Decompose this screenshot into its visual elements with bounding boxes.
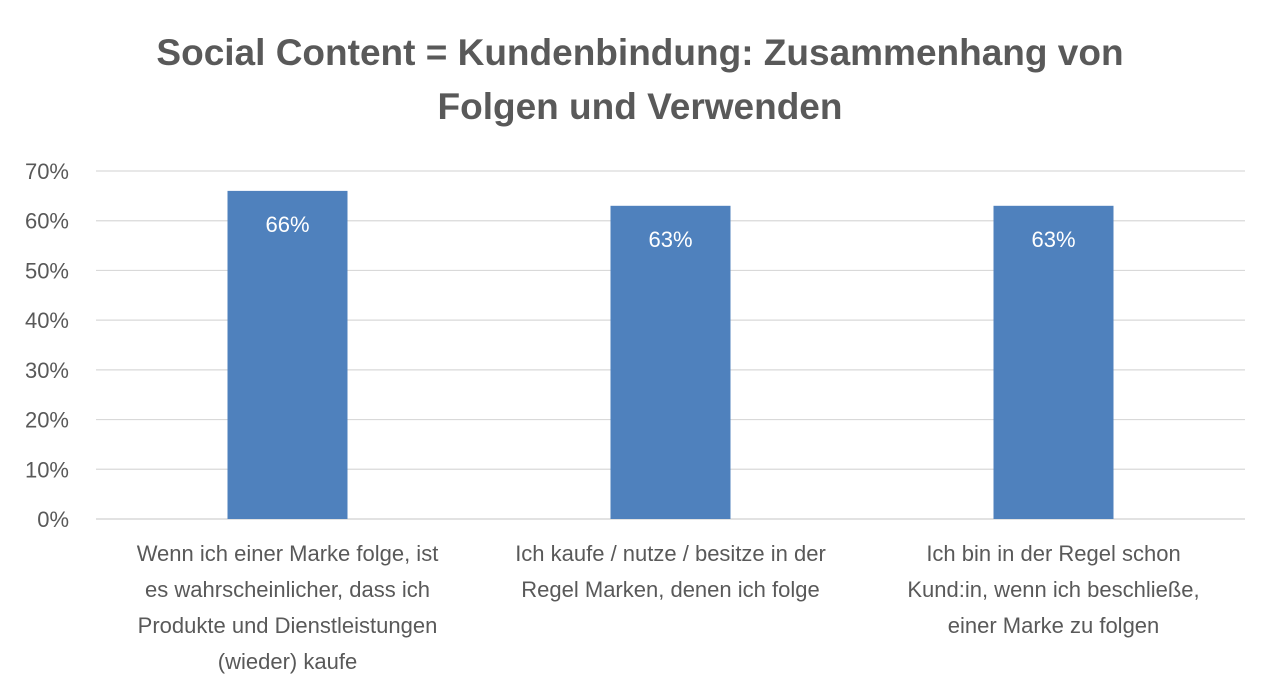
x-category-label-line: es wahrscheinlicher, dass ich bbox=[145, 577, 430, 602]
x-category-label-line: Produkte und Dienstleistungen bbox=[137, 613, 438, 638]
x-category-label-line: (wieder) kaufe bbox=[217, 649, 358, 674]
x-category-label: Wenn ich einer Marke folge, ist es wahrsc… bbox=[98, 536, 478, 680]
chart-title-line-1: Social Content = Kundenbindung: Zusammen… bbox=[156, 32, 1124, 73]
x-category-label-line: Wenn ich einer Marke folge, ist bbox=[136, 541, 439, 566]
y-tick-label: 30% bbox=[25, 358, 69, 383]
y-tick-label: 10% bbox=[25, 457, 69, 482]
bar bbox=[993, 205, 1114, 520]
chart-title-line-2: Folgen und Verwenden bbox=[437, 86, 843, 127]
y-tick-label: 40% bbox=[25, 308, 69, 333]
bar bbox=[610, 205, 731, 520]
data-label: 63% bbox=[1031, 227, 1075, 252]
data-label: 63% bbox=[648, 227, 692, 252]
x-category-label-line: Ich kaufe / nutze / besitze in der bbox=[515, 541, 826, 566]
y-tick-label: 60% bbox=[25, 209, 69, 234]
data-label: 66% bbox=[265, 212, 309, 237]
x-category-label-line: Ich bin in der Regel schon bbox=[926, 541, 1181, 566]
x-category-label-line: Regel Marken, denen ich folge bbox=[521, 577, 820, 602]
y-tick-label: 70% bbox=[25, 159, 69, 184]
y-tick-label: 50% bbox=[25, 258, 69, 283]
x-category-label: Ich kaufe / nutze / besitze in der Regel … bbox=[481, 536, 861, 608]
chart-title: Social Content = Kundenbindung: Zusammen… bbox=[140, 26, 1140, 134]
x-category-label: Ich bin in der Regel schon Kund:in, wenn … bbox=[864, 536, 1244, 644]
x-category-label-line: Kund:in, wenn ich beschließe, bbox=[907, 577, 1200, 602]
bar bbox=[227, 190, 348, 519]
x-category-label-line: einer Marke zu folgen bbox=[947, 613, 1160, 638]
y-tick-label: 0% bbox=[37, 507, 69, 532]
y-axis-ticks: 0% 10% 20% 30% 40% 50% 60% 70% bbox=[25, 159, 69, 532]
bars bbox=[227, 190, 1114, 520]
data-labels: 66% 63% 63% bbox=[265, 212, 1075, 252]
y-tick-label: 20% bbox=[25, 408, 69, 433]
